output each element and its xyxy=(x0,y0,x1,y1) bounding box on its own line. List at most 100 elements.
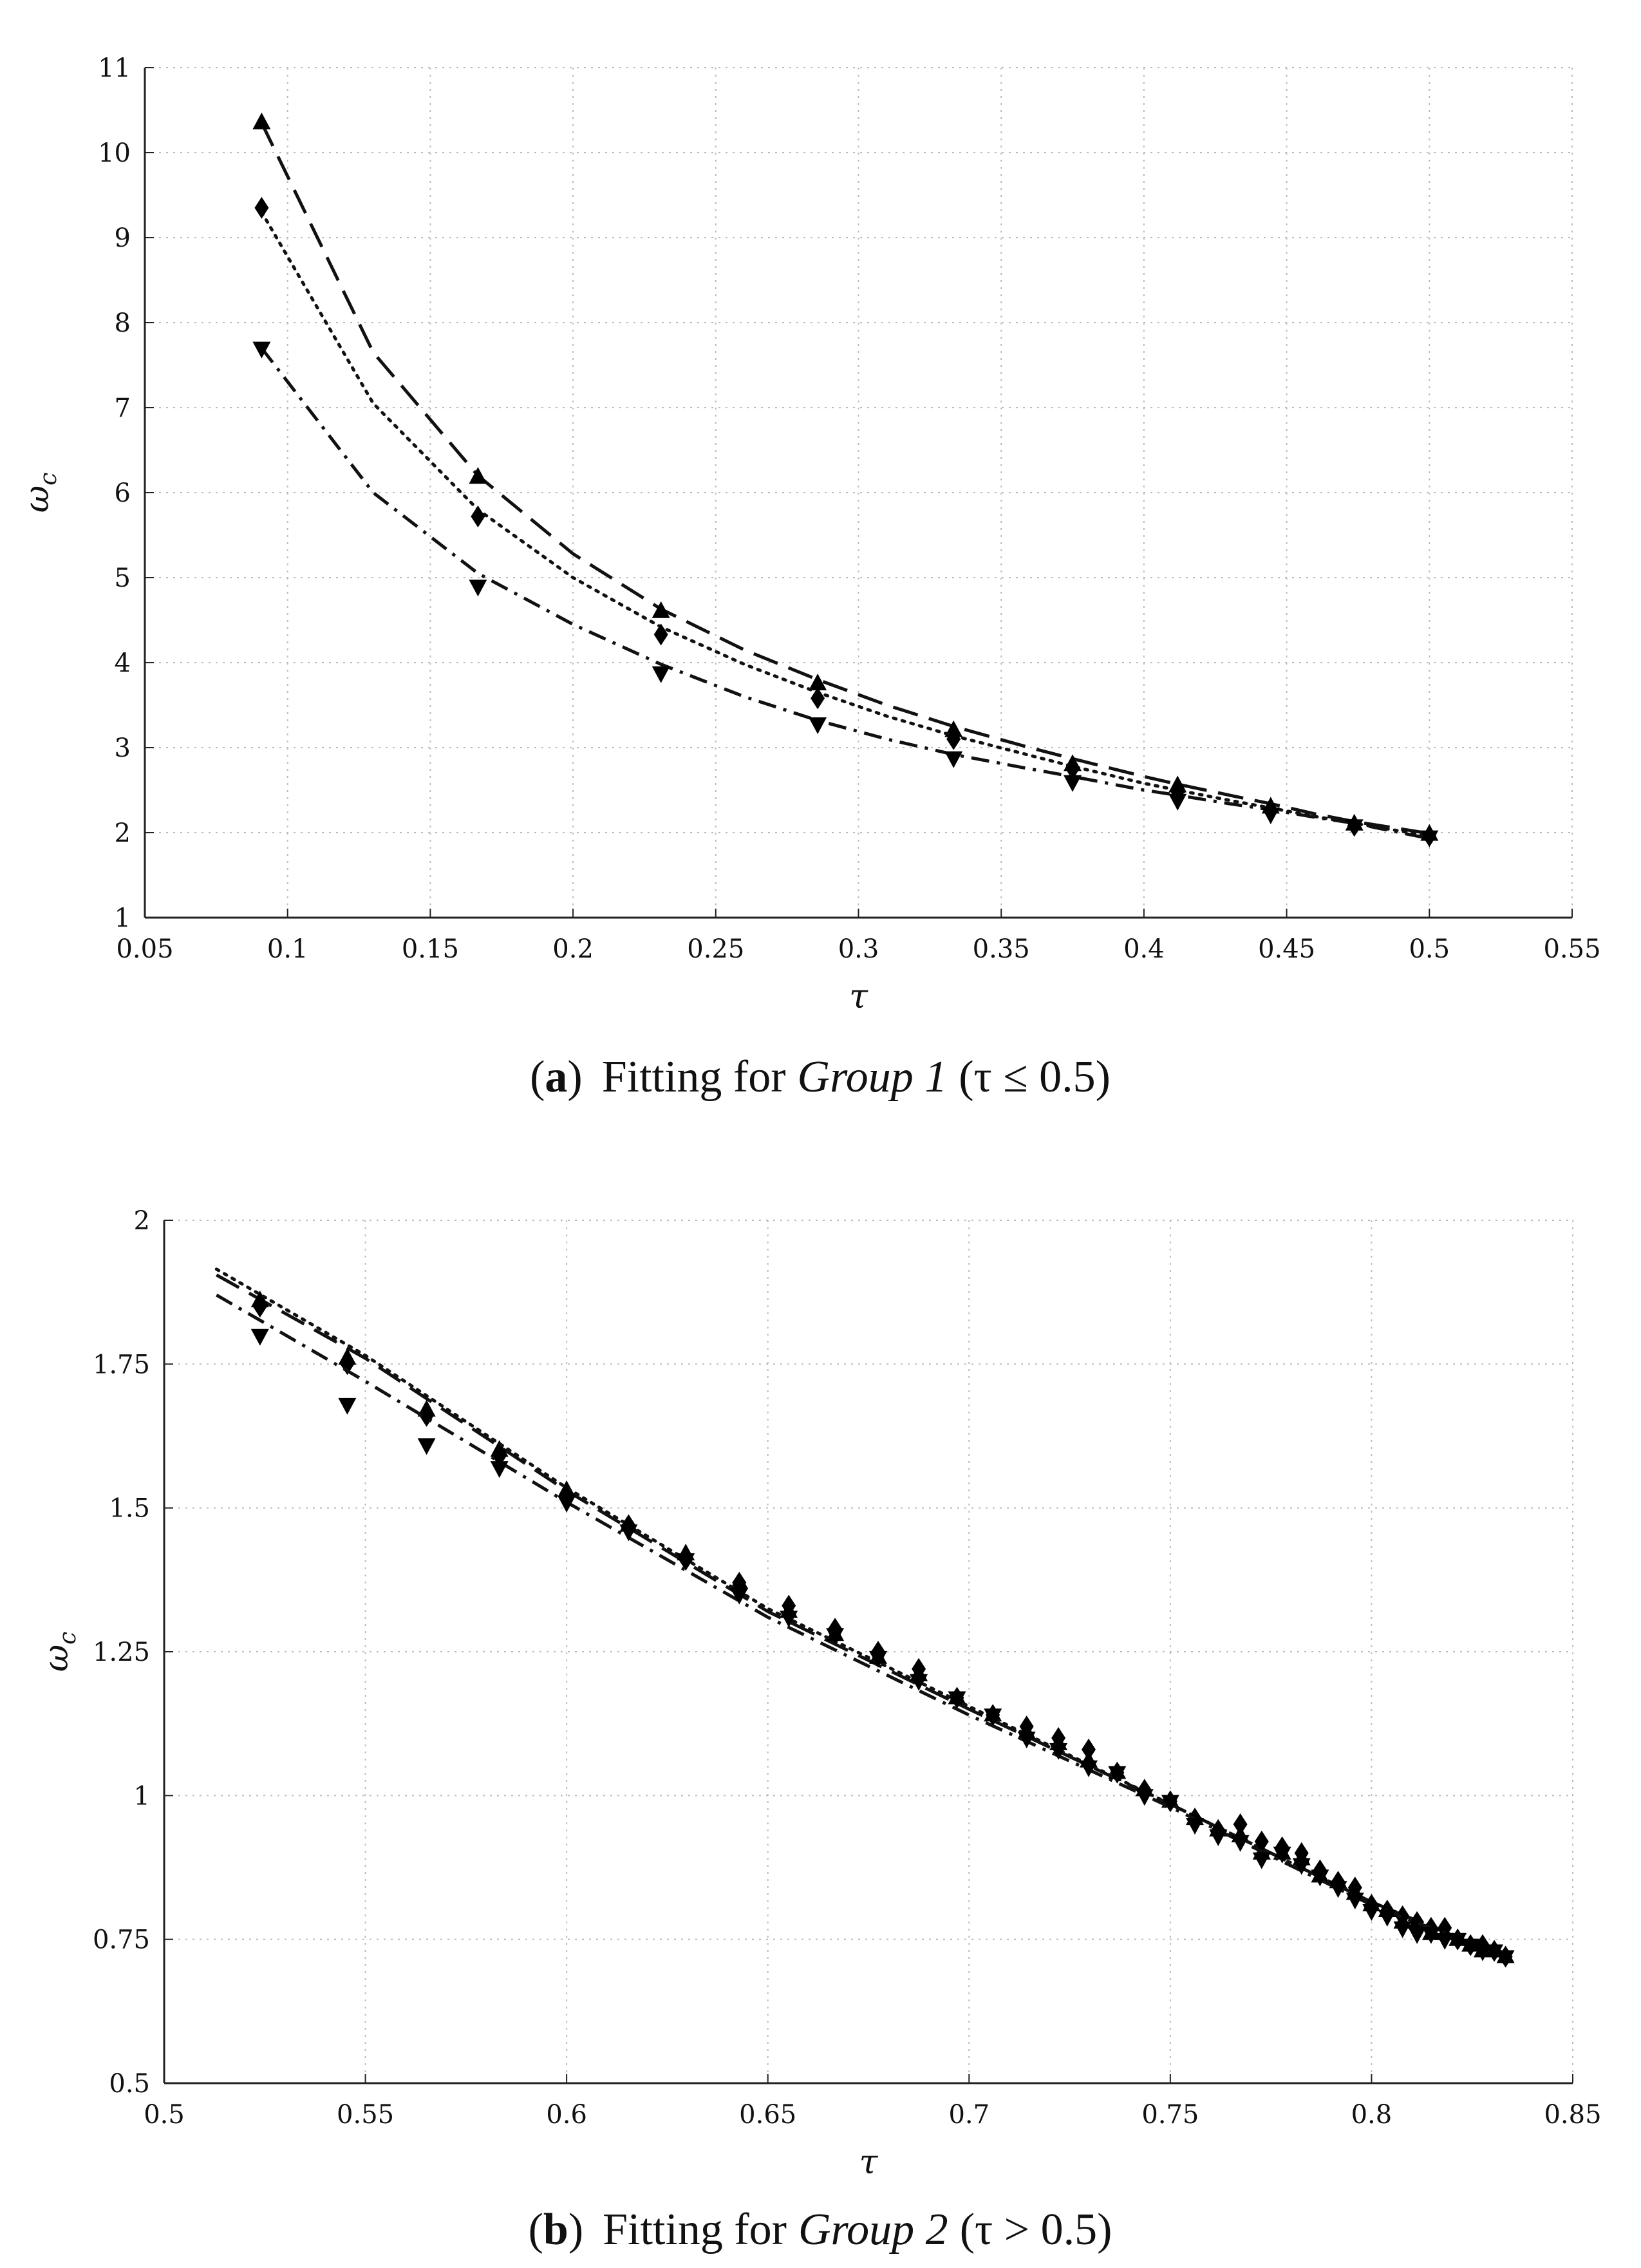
panel-b-marker-down-triangle xyxy=(619,1524,638,1542)
caption-a-label: a xyxy=(545,1052,567,1102)
panel-a-ytick-label: 5 xyxy=(115,563,131,593)
panel-b-ytick-label: 1.75 xyxy=(93,1350,150,1379)
panel-b-fit-line-diamond xyxy=(214,1267,1506,1958)
panel-b-ytick-label: 1 xyxy=(134,1781,150,1811)
panel-a-marker-down-triangle xyxy=(1420,830,1439,847)
panel-b-marker-down-triangle xyxy=(490,1461,509,1479)
panel-a-fit-line-diamond xyxy=(259,210,1431,838)
chart-panel-a: 0.05 0.1 0.15 0.2 0.25 0.3 0.35 0.4 0.45 0.5 0.55 1… xyxy=(18,53,1601,1016)
panel-b-ytick-label: 0.5 xyxy=(109,2069,150,2099)
panel-b-marker-down-triangle xyxy=(558,1495,576,1513)
panel-b-xtick-label: 0.75 xyxy=(1141,2100,1199,2130)
panel-a-xtick-label: 0.35 xyxy=(973,934,1030,964)
panel-b-series-diamond xyxy=(214,1267,1513,1968)
panel-b-marker-down-triangle xyxy=(984,1708,1002,1726)
panel-a-fit-line-down-triangle xyxy=(260,347,1430,840)
panel-b-marker-down-triangle xyxy=(1449,1933,1467,1950)
panel-b-fit-line-down-triangle xyxy=(216,1293,1505,1958)
panel-a-series-down-triangle xyxy=(252,341,1439,847)
panel-b-xtick-label: 0.8 xyxy=(1351,2100,1393,2130)
panel-a-ytick-label: 11 xyxy=(98,53,131,83)
panel-b-marker-down-triangle xyxy=(1485,1944,1504,1961)
panel-b-marker-down-triangle xyxy=(780,1611,798,1628)
panel-a-xtick-label: 0.2 xyxy=(552,934,594,964)
panel-a-fit-line-up-triangle xyxy=(260,122,1430,835)
panel-b-marker-down-triangle xyxy=(250,1328,269,1346)
panel-a-xtick-label: 0.55 xyxy=(1543,934,1600,964)
panel-a-xlabel: τ xyxy=(849,978,868,1016)
panel-b-xlabel: τ xyxy=(859,2143,879,2182)
chart-panel-b: 0.5 0.55 0.6 0.65 0.7 0.75 0.8 0.85 0.5 0.75 1 1.25… xyxy=(37,1206,1602,2182)
panel-a-marker-down-triangle xyxy=(1261,808,1280,824)
panel-b-marker-down-triangle xyxy=(1393,1921,1412,1938)
panel-b-ytick-label: 1.25 xyxy=(93,1638,150,1667)
panel-b-xtick-label: 0.7 xyxy=(948,2100,989,2130)
panel-b-xtick-label: 0.5 xyxy=(144,2100,185,2130)
panel-b-marker-down-triangle xyxy=(1273,1846,1291,1864)
panel-a-marker-diamond xyxy=(946,728,961,750)
panel-a-marker-up-triangle xyxy=(252,112,271,129)
panel-b-marker-down-triangle xyxy=(1378,1909,1396,1927)
panel-a-marker-down-triangle xyxy=(944,751,963,768)
panel-a-ytick-label: 10 xyxy=(98,138,131,168)
panel-b-marker-down-triangle xyxy=(869,1650,887,1668)
panel-b-marker-down-triangle xyxy=(948,1691,966,1708)
panel-b-marker-down-triangle xyxy=(730,1587,749,1605)
panel-a-marker-diamond xyxy=(471,506,485,527)
panel-a-marker-diamond xyxy=(254,196,269,219)
panel-b-xtick-label: 0.85 xyxy=(1544,2100,1601,2130)
panel-b-marker-down-triangle xyxy=(1311,1869,1329,1887)
panel-b-marker-down-triangle xyxy=(826,1628,845,1645)
panel-a-series-up-triangle xyxy=(252,112,1439,841)
panel-b-marker-down-triangle xyxy=(1329,1881,1347,1898)
panel-b-xtick-label: 0.65 xyxy=(739,2100,796,2130)
panel-a-marker-down-triangle xyxy=(1064,775,1082,792)
panel-b-marker-diamond xyxy=(1233,1813,1248,1835)
panel-a-marker-diamond xyxy=(1065,758,1080,780)
panel-b-marker-down-triangle xyxy=(1421,1927,1440,1944)
panel-a-ytick-label: 9 xyxy=(115,223,131,253)
panel-a-marker-down-triangle xyxy=(1168,793,1187,811)
panel-a-ytick-label: 3 xyxy=(115,733,131,763)
caption-b-prefix: Fitting for xyxy=(603,2205,787,2254)
panel-b-marker-diamond xyxy=(1254,1830,1269,1853)
caption-a: (a) Fitting for Group 1 (τ ≤ 0.5) xyxy=(530,1052,1111,1102)
panel-a-marker-up-triangle xyxy=(809,674,827,690)
panel-b-marker-down-triangle xyxy=(1186,1818,1204,1835)
panel-b-ylabel-subscript: c xyxy=(55,1632,81,1645)
panel-b-marker-down-triangle xyxy=(1474,1944,1492,1961)
panel-a-ylabel-subscript: c xyxy=(35,473,62,486)
panel-a-xtick-label: 0.45 xyxy=(1258,934,1315,964)
panel-b-ytick-label: 1.5 xyxy=(109,1494,150,1524)
panel-b-marker-down-triangle xyxy=(1231,1835,1250,1852)
panel-a-ytick-label: 7 xyxy=(115,393,131,423)
caption-b-label: b xyxy=(543,2205,568,2254)
panel-a-xtick-label: 0.3 xyxy=(838,934,879,964)
panel-a-marker-up-triangle xyxy=(652,601,670,618)
panel-b-ylabel: ωc xyxy=(37,1632,81,1672)
caption-a-group: Group 1 xyxy=(798,1052,948,1102)
panel-a-ylabel-group: ωc xyxy=(18,473,62,513)
panel-b-marker-down-triangle xyxy=(1408,1927,1427,1944)
panel-b-marker-down-triangle xyxy=(338,1397,357,1415)
panel-a-xtick-label: 0.5 xyxy=(1409,934,1450,964)
panel-a-xtick-label: 0.25 xyxy=(687,934,744,964)
panel-b-marker-down-triangle xyxy=(1252,1852,1271,1869)
panel-b-marker-down-triangle xyxy=(1017,1732,1036,1748)
panel-b-marker-down-triangle xyxy=(1461,1938,1480,1956)
panel-b-marker-down-triangle xyxy=(1049,1743,1068,1760)
panel-a-marker-diamond xyxy=(811,687,825,710)
panel-b-marker-diamond xyxy=(252,1296,267,1318)
panel-a-marker-down-triangle xyxy=(809,717,827,734)
caption-a-condition: (τ ≤ 0.5) xyxy=(959,1052,1111,1102)
panel-b-ylabel-group: ωc xyxy=(37,1632,81,1672)
panel-b-marker-down-triangle xyxy=(1209,1829,1228,1846)
caption-b: (b) Fitting for Group 2 (τ > 0.5) xyxy=(529,2205,1112,2254)
panel-b-marker-down-triangle xyxy=(1080,1760,1098,1777)
panel-b-ytick-label: 0.75 xyxy=(93,1925,150,1955)
panel-b-marker-down-triangle xyxy=(677,1553,695,1571)
panel-b-marker-down-triangle xyxy=(910,1674,928,1691)
panel-a-series-diamond xyxy=(254,196,1437,847)
panel-b-marker-down-triangle xyxy=(1436,1933,1454,1950)
